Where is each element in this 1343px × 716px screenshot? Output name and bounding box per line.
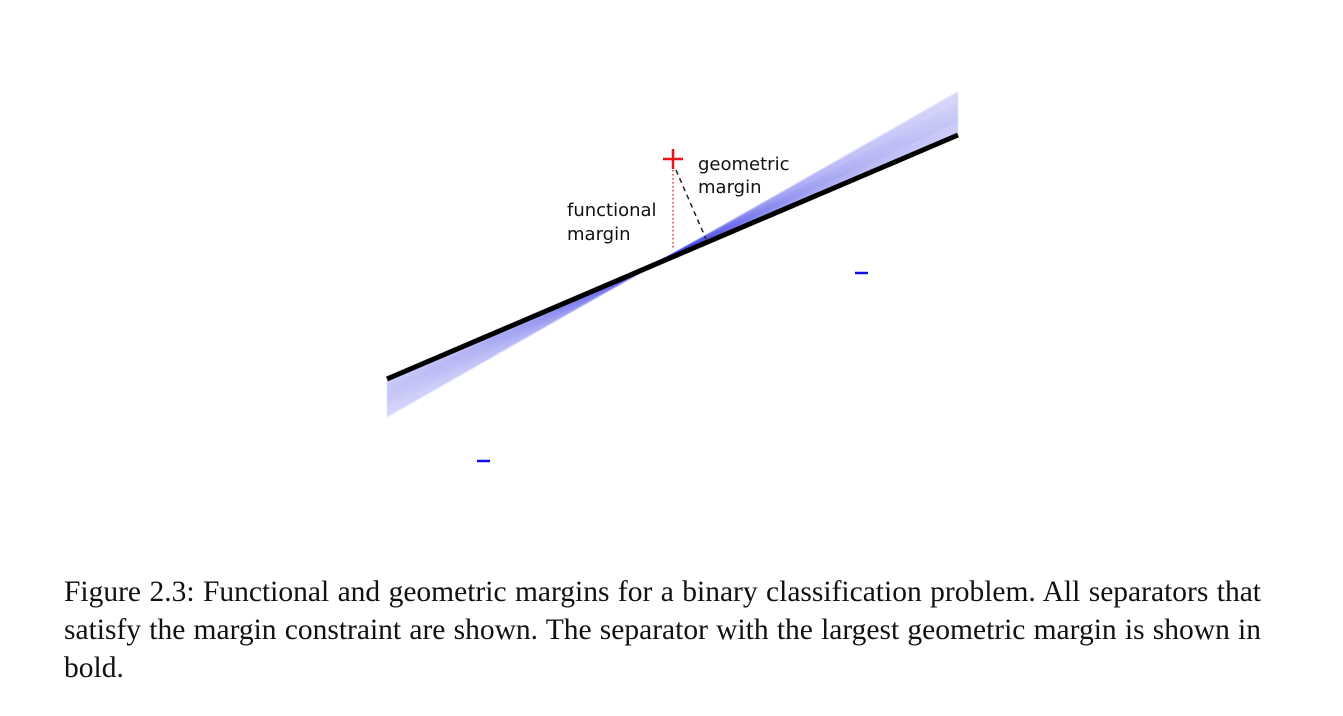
figure-caption: Figure 2.3: Functional and geometric mar… xyxy=(64,576,1261,684)
positive-point xyxy=(663,149,683,169)
max-margin-separator xyxy=(386,132,959,382)
functional-margin-label-line2: margin xyxy=(567,224,630,245)
geometric-margin-label-line1: geometric xyxy=(698,154,789,175)
margin-diagram: geometric margin functional margin xyxy=(386,91,959,463)
geometric-margin-line xyxy=(675,169,707,240)
geometric-margin-label-line2: margin xyxy=(698,177,761,198)
functional-margin-label-line1: functional xyxy=(567,200,657,221)
